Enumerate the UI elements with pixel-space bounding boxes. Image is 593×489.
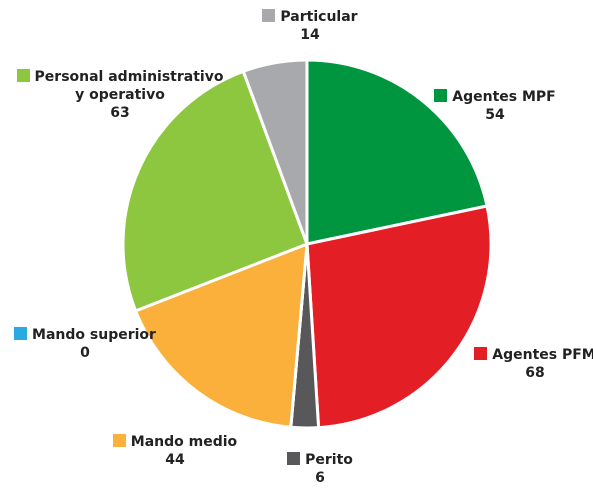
legend-swatch	[16, 69, 30, 82]
value-label: 44	[165, 452, 185, 468]
slice-label: Agentes MPF 54	[430, 88, 560, 124]
legend-swatch	[287, 452, 301, 465]
value-label: 6	[315, 470, 325, 486]
legend-swatch	[474, 347, 488, 360]
value-label: 14	[300, 27, 320, 43]
slice-label: Mando superior 0	[0, 326, 170, 362]
value-label: 0	[80, 345, 90, 361]
pie-slice	[241, 58, 309, 246]
category-name: Particular	[280, 9, 358, 25]
category-name: Mando superior	[32, 327, 156, 343]
value-label: 54	[485, 107, 505, 123]
value-label: 68	[525, 365, 545, 381]
pie-slice	[305, 204, 493, 430]
category-name: Personal administrativo y operativo	[34, 69, 224, 103]
legend-swatch	[112, 434, 126, 447]
value-label: 63	[110, 105, 130, 121]
pie-slice	[305, 58, 489, 246]
slice-label: Particular 14	[245, 8, 375, 44]
slice-label: Mando medio 44	[100, 433, 250, 469]
category-name: Perito	[305, 452, 353, 468]
slice-label: Agentes PFM 68	[470, 346, 593, 382]
legend-swatch	[262, 9, 276, 22]
category-name: Agentes MPF	[452, 89, 556, 105]
pie-slice	[134, 242, 309, 429]
pie-slice	[121, 69, 309, 313]
slice-label: Personal administrativo y operativo 63	[10, 68, 230, 122]
legend-swatch	[14, 327, 28, 340]
category-name: Mando medio	[130, 434, 238, 450]
legend-swatch	[434, 89, 448, 102]
category-name: Agentes PFM	[492, 347, 593, 363]
slice-label: Perito 6	[285, 451, 355, 487]
